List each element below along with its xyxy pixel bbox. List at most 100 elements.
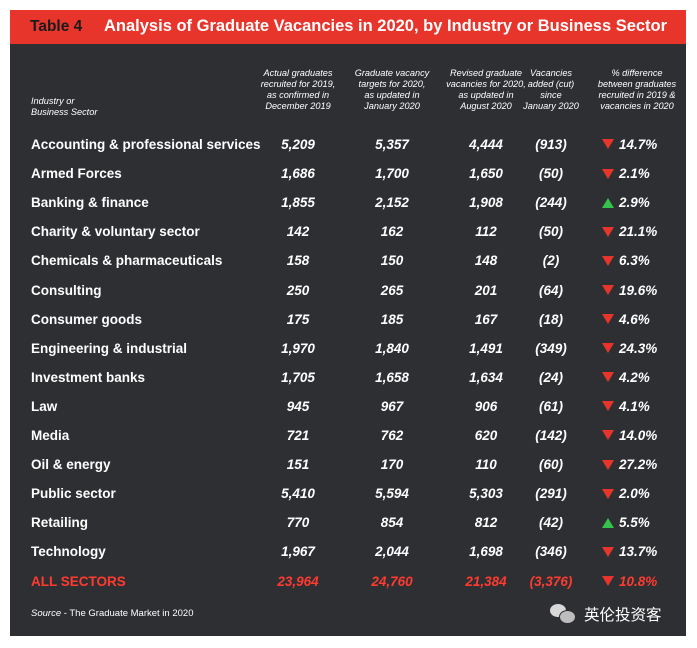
watermark: 英伦投资客	[550, 602, 662, 626]
pct-cell: 24.3%	[602, 334, 678, 363]
sector-name: Accounting & professional services	[31, 137, 261, 152]
revised-value: 906	[474, 398, 498, 414]
table-row: Public sector 5,410 5,594 5,303 (291) 2.0%	[10, 479, 686, 508]
sector-name: Oil & energy	[31, 457, 111, 473]
actual-value: 1,970	[281, 340, 315, 356]
target-value: 5,594	[375, 486, 409, 502]
pct-value: 6.3%	[619, 253, 650, 269]
added-value: (50)	[538, 224, 563, 240]
header-actual: Actual graduates recruited for 2019, as …	[260, 68, 336, 111]
revised-value: 1,650	[469, 166, 503, 182]
sector-name: ALL SECTORS	[31, 574, 126, 589]
table-row: Oil & energy 151 170 110 (60) 27.2%	[10, 450, 686, 479]
added-value: (18)	[538, 311, 563, 327]
down-arrow-icon	[602, 226, 614, 237]
table-row: Chemicals & pharmaceuticals 158 150 148 (2) 6…	[10, 246, 686, 275]
sector-name: Banking & finance	[31, 195, 149, 211]
added-value: (142)	[535, 428, 567, 443]
table-row: Engineering & industrial 1,970 1,840 1,491 (…	[10, 334, 686, 363]
sector-name: Consulting	[31, 282, 102, 298]
pct-value: 24.3%	[619, 340, 658, 356]
table-panel: Table 4 Analysis of Graduate Vacancies i…	[10, 10, 686, 636]
added-value: (60)	[538, 457, 563, 473]
actual-value: 5,410	[281, 486, 315, 502]
revised-value: 1,634	[469, 369, 503, 385]
down-arrow-icon	[602, 401, 614, 412]
down-arrow-icon	[602, 284, 614, 295]
sector-name: Charity & voluntary sector	[31, 224, 200, 240]
pct-value: 4.1%	[619, 398, 650, 414]
sector-name: Investment banks	[31, 369, 146, 385]
down-arrow-icon	[602, 168, 614, 179]
pct-cell: 27.2%	[602, 450, 678, 479]
added-value: (346)	[535, 544, 567, 560]
revised-value: 112	[475, 224, 497, 240]
pct-cell: 4.2%	[602, 363, 678, 392]
revised-value: 1,908	[469, 195, 503, 211]
added-value: (913)	[535, 137, 567, 152]
table-row: Investment banks 1,705 1,658 1,634 (24) 4.2%	[10, 363, 686, 392]
table-title: Analysis of Graduate Vacancies in 2020, …	[104, 17, 668, 35]
target-value: 2,152	[375, 195, 409, 211]
pct-value: 21.1%	[619, 224, 658, 240]
table-row: Armed Forces 1,686 1,700 1,650 (50) 2.1%	[10, 159, 686, 188]
down-arrow-icon	[602, 343, 614, 354]
target-value: 1,840	[375, 340, 409, 356]
actual-value: 945	[286, 398, 310, 414]
pct-cell: 13.7%	[602, 537, 678, 566]
target-value: 150	[380, 253, 404, 269]
header-revised: Revised graduate vacancies for 2020, as …	[446, 68, 526, 111]
actual-value: 5,209	[281, 137, 315, 152]
pct-cell: 14.7%	[602, 130, 678, 159]
target-value: 1,658	[375, 369, 409, 385]
actual-value: 1,705	[281, 369, 315, 385]
actual-value: 721	[286, 428, 310, 443]
actual-value: 23,964	[277, 574, 319, 589]
down-arrow-icon	[602, 459, 614, 470]
source-note: Source - The Graduate Market in 2020	[31, 608, 193, 619]
pct-value: 4.2%	[619, 369, 650, 385]
actual-value: 1,855	[281, 195, 315, 211]
down-arrow-icon	[602, 546, 614, 557]
target-value: 265	[380, 282, 404, 298]
revised-value: 167	[474, 311, 498, 327]
sector-name: Chemicals & pharmaceuticals	[31, 253, 223, 269]
table-row: Charity & voluntary sector 142 162 112 (50) 2…	[10, 217, 686, 246]
added-value: (244)	[535, 195, 567, 211]
pct-cell: 5.5%	[602, 508, 678, 537]
pct-value: 2.9%	[619, 195, 650, 211]
sector-name: Retailing	[31, 515, 89, 531]
revised-value: 1,491	[469, 340, 503, 356]
source-text: - The Graduate Market in 2020	[61, 608, 194, 619]
revised-value: 201	[474, 282, 498, 298]
pct-value: 2.1%	[619, 166, 650, 182]
sector-name: Engineering & industrial	[31, 340, 188, 356]
added-value: (42)	[538, 515, 563, 531]
table-row: Law 945 967 906 (61) 4.1%	[10, 392, 686, 421]
up-arrow-icon	[602, 197, 614, 208]
target-value: 162	[380, 224, 404, 240]
actual-value: 175	[286, 311, 310, 327]
revised-value: 1,698	[469, 544, 503, 560]
actual-value: 1,686	[281, 166, 315, 182]
down-arrow-icon	[602, 430, 614, 441]
sector-name: Armed Forces	[31, 166, 122, 182]
table-row: Retailing 770 854 812 (42) 5.5%	[10, 508, 686, 537]
pct-value: 14.7%	[619, 137, 658, 152]
actual-value: 158	[286, 253, 310, 269]
actual-value: 142	[286, 224, 310, 240]
sector-name: Media	[31, 428, 70, 443]
revised-value: 21,384	[465, 574, 507, 589]
table-row: Consulting 250 265 201 (64) 19.6%	[10, 276, 686, 305]
table-number: Table 4	[30, 18, 83, 35]
actual-value: 770	[286, 515, 310, 531]
table-row: Accounting & professional services 5,209 5…	[10, 130, 686, 159]
target-value: 762	[380, 428, 404, 443]
header-targets: Graduate vacancy targets for 2020, as up…	[354, 68, 430, 111]
sector-name: Public sector	[31, 486, 116, 502]
down-arrow-icon	[602, 372, 614, 383]
up-arrow-icon	[602, 517, 614, 528]
revised-value: 148	[474, 253, 498, 269]
target-value: 185	[380, 311, 404, 327]
pct-value: 5.5%	[619, 515, 650, 531]
